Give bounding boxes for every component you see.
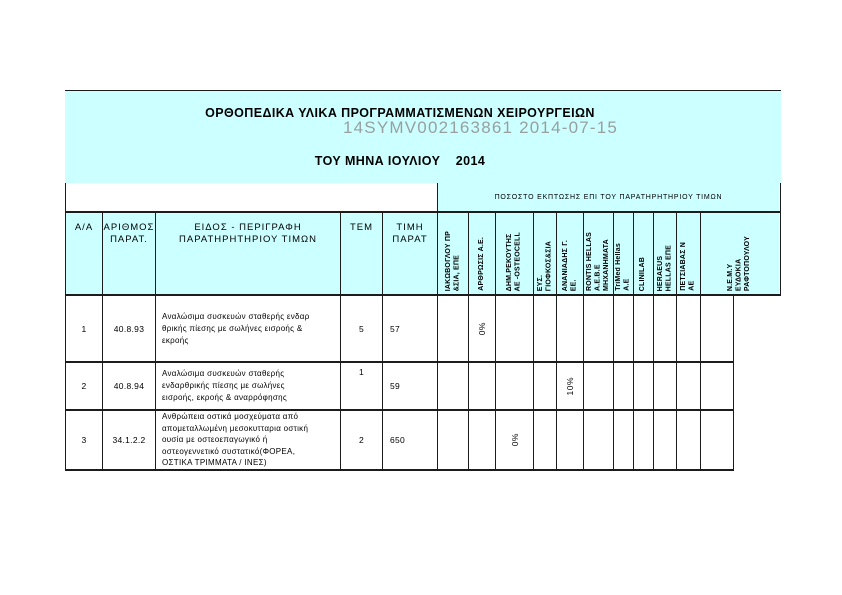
supplier-label: ΠΕΤΣΙΑΒΑΣ Ν ΑΕ bbox=[680, 242, 696, 291]
discount-cell-arthrosis bbox=[469, 363, 496, 409]
supplier-col-trimed: TriMed Hellas Α.Ε bbox=[614, 213, 634, 294]
supplier-col-clinilab: CLINILAB bbox=[634, 213, 654, 294]
discount-cell-nemy bbox=[701, 411, 732, 469]
discount-cell-giofkos bbox=[534, 296, 557, 361]
discount-cell-iakovoglou bbox=[438, 363, 469, 409]
supplier-label: RONTIS HELLAS Α.Ε.Β.Ε ΜΗΧΑΝΗΜΑΤΑ bbox=[585, 232, 610, 291]
discount-cell-heraeus bbox=[654, 411, 677, 469]
supplier-col-rekoutis-osteocell: ΔΗΜ.ΡΕΚΟΥΤΗΣ ΑΕ -OSTEOCELL bbox=[496, 213, 534, 294]
code-cell: 34.1.2.2 bbox=[103, 411, 156, 469]
discount-cell-petsiavas bbox=[677, 411, 701, 469]
code-cell: 40.8.93 bbox=[103, 296, 156, 361]
title-line-1: ΟΡΘΟΠΕΔΙΚΑ ΥΛΙΚΑ ΠΡΟΓΡΑΜΜΑΤΙΣΜΕΝΩΝ ΧΕΙΡΟ… bbox=[205, 106, 595, 120]
supplier-label: ΙΑΚΩΒΟΓΛΟΥ ΠΡ &ΣΙΑ, ΕΠΕ bbox=[444, 230, 461, 291]
qty-cell: 2 bbox=[341, 411, 383, 469]
discount-cell-petsiavas bbox=[677, 296, 701, 361]
empty-band-cell bbox=[66, 183, 438, 211]
title-line-2: ΤΟΥ ΜΗΝΑ ΙΟΥΛΙΟΥ 2014 bbox=[314, 154, 486, 168]
item-desc-cell: Αναλώσιμα συσκευών σταθερής ενδαρθρικής … bbox=[156, 363, 341, 409]
table-row: 1 40.8.93 Αναλώσιμα συσκευών σταθερής εν… bbox=[65, 296, 734, 363]
supplier-col-heraeus: HERAEUS HELLAS ΕΠΕ bbox=[654, 213, 677, 294]
discount-cell-trimed bbox=[614, 296, 634, 361]
discount-cell-nemy bbox=[701, 363, 732, 409]
discount-cell-iakovoglou bbox=[438, 296, 469, 361]
row-number-cell: 1 bbox=[66, 296, 103, 361]
supplier-label: ΑΡΘΡΩΣΙΣ Α.Ε. bbox=[477, 237, 485, 291]
code-cell: 40.8.94 bbox=[103, 363, 156, 409]
price-cell: 59 bbox=[383, 363, 438, 409]
supplier-label: HERAEUS HELLAS ΕΠΕ bbox=[656, 244, 673, 291]
qty-cell: 1 bbox=[341, 363, 383, 409]
discount-cell-trimed bbox=[614, 363, 634, 409]
col-header-price: ΤΙΜΗ ΠΑΡΑΤ bbox=[383, 213, 438, 294]
discount-cell-clinilab bbox=[634, 363, 654, 409]
supplier-col-giofkos: ΕΥΣ. ΓΙΟΦΚΟΣ&ΣΙΑ bbox=[534, 213, 557, 294]
supplier-label: CLINILAB bbox=[639, 256, 647, 291]
discount-value: 0% bbox=[509, 433, 520, 447]
supplier-label: Ν.Ε.Μ.Υ ΕΥΔΟΚΙΑ ΡΑΦΤΟΠΟΥΛΟΥ bbox=[727, 235, 752, 291]
row-number-cell: 3 bbox=[66, 411, 103, 469]
discount-cell-rekoutis-osteocell bbox=[496, 363, 534, 409]
discount-cell-ananiadis bbox=[557, 296, 584, 361]
discount-banner: ΠΟΣΟΣΤΟ ΕΚΠΤΩΣΗΣ ΕΠΙ ΤΟΥ ΠΑΡΑΤΗΡΗΤΗΡΙΟΥ … bbox=[438, 183, 779, 211]
page-title: ΟΡΘΟΠΕΔΙΚΑ ΥΛΙΚΑ ΠΡΟΓΡΑΜΜΑΤΙΣΜΕΝΩΝ ΧΕΙΡΟ… bbox=[205, 73, 595, 201]
discount-cell-trimed bbox=[614, 411, 634, 469]
price-cell: 650 bbox=[383, 411, 438, 469]
item-desc-cell: Αναλώσιμα συσκευών σταθερής ενδαρ θρικής… bbox=[156, 296, 341, 361]
discount-cell-rekoutis-osteocell: 0% bbox=[496, 411, 534, 469]
supplier-col-ananiadis: ΑΝΑΝΙΑΔΗΣ Γ. ΕΕ. bbox=[557, 213, 584, 294]
supplier-label: ΔΗΜ.ΡΕΚΟΥΤΗΣ ΑΕ -OSTEOCELL bbox=[506, 231, 522, 291]
table-row: 2 40.8.94 Αναλώσιμα συσκευών σταθερής εν… bbox=[65, 363, 734, 411]
discount-cell-ananiadis bbox=[557, 411, 584, 469]
qty-cell: 5 bbox=[341, 296, 383, 361]
header-row: Α/Α ΑΡΙΘΜΟΣ ΠΑΡΑΤ. ΕΙΔΟΣ - ΠΕΡΙΓΡΑΦΗ ΠΑΡ… bbox=[65, 213, 781, 296]
discount-cell-clinilab bbox=[634, 411, 654, 469]
discount-value: 10% bbox=[565, 376, 575, 396]
col-header-code: ΑΡΙΘΜΟΣ ΠΑΡΑΤ. bbox=[103, 213, 156, 294]
banner-row: ΠΟΣΟΣΤΟ ΕΚΠΤΩΣΗΣ ΕΠΙ ΤΟΥ ΠΑΡΑΤΗΡΗΤΗΡΙΟΥ … bbox=[65, 183, 781, 213]
watermark-text: 14SYMV002163861 2014-07-15 bbox=[343, 118, 619, 137]
supplier-col-iakovoglou: ΙΑΚΩΒΟΓΛΟΥ ΠΡ &ΣΙΑ, ΕΠΕ bbox=[438, 213, 469, 294]
supplier-col-arthrosis: ΑΡΘΡΩΣΙΣ Α.Ε. bbox=[469, 213, 496, 294]
discount-cell-nemy bbox=[701, 296, 732, 361]
item-desc-cell: Ανθρώπεια οστικά μοσχεύματα από απομεταλ… bbox=[156, 411, 341, 469]
title-block: 14SYMV002163861 2014-07-15 ΟΡΘΟΠΕΔΙΚΑ ΥΛ… bbox=[65, 90, 781, 183]
discount-cell-rekoutis-osteocell bbox=[496, 296, 534, 361]
col-header-qty: ΤΕΜ bbox=[341, 213, 383, 294]
discount-cell-heraeus bbox=[654, 363, 677, 409]
supplier-label: TriMed Hellas Α.Ε bbox=[615, 243, 631, 291]
discount-cell-iakovoglou bbox=[438, 411, 469, 469]
discount-cell-giofkos bbox=[534, 411, 557, 469]
supplier-label: ΑΝΑΝΙΑΔΗΣ Γ. ΕΕ. bbox=[561, 239, 578, 291]
col-header-aa: Α/Α bbox=[66, 213, 103, 294]
discount-value: 0% bbox=[477, 321, 487, 336]
discount-cell-petsiavas bbox=[677, 363, 701, 409]
price-cell: 57 bbox=[383, 296, 438, 361]
supplier-col-rontis: RONTIS HELLAS Α.Ε.Β.Ε ΜΗΧΑΝΗΜΑΤΑ bbox=[584, 213, 614, 294]
discount-cell-giofkos bbox=[534, 363, 557, 409]
discount-cell-arthrosis: 0% bbox=[469, 296, 496, 361]
discount-cell-arthrosis bbox=[469, 411, 496, 469]
col-header-item: ΕΙΔΟΣ - ΠΕΡΙΓΡΑΦΗ ΠΑΡΑΤΗΡΗΤΗΡΙΟΥ ΤΙΜΩΝ bbox=[156, 213, 341, 294]
discount-cell-heraeus bbox=[654, 296, 677, 361]
discount-cell-rontis bbox=[584, 296, 614, 361]
table-row: 3 34.1.2.2 Ανθρώπεια οστικά μοσχεύματα α… bbox=[65, 411, 734, 471]
discount-cell-rontis bbox=[584, 363, 614, 409]
discount-cell-ananiadis: 10% bbox=[557, 363, 584, 409]
orthopedic-materials-table: 14SYMV002163861 2014-07-15 ΟΡΘΟΠΕΔΙΚΑ ΥΛ… bbox=[65, 90, 781, 471]
discount-cell-rontis bbox=[584, 411, 614, 469]
row-number-cell: 2 bbox=[66, 363, 103, 409]
supplier-col-petsiavas: ΠΕΤΣΙΑΒΑΣ Ν ΑΕ bbox=[677, 213, 701, 294]
supplier-label: ΕΥΣ. ΓΙΟΦΚΟΣ&ΣΙΑ bbox=[536, 240, 553, 291]
supplier-col-nemy: Ν.Ε.Μ.Υ ΕΥΔΟΚΙΑ ΡΑΦΤΟΠΟΥΛΟΥ bbox=[701, 213, 779, 294]
discount-cell-clinilab bbox=[634, 296, 654, 361]
